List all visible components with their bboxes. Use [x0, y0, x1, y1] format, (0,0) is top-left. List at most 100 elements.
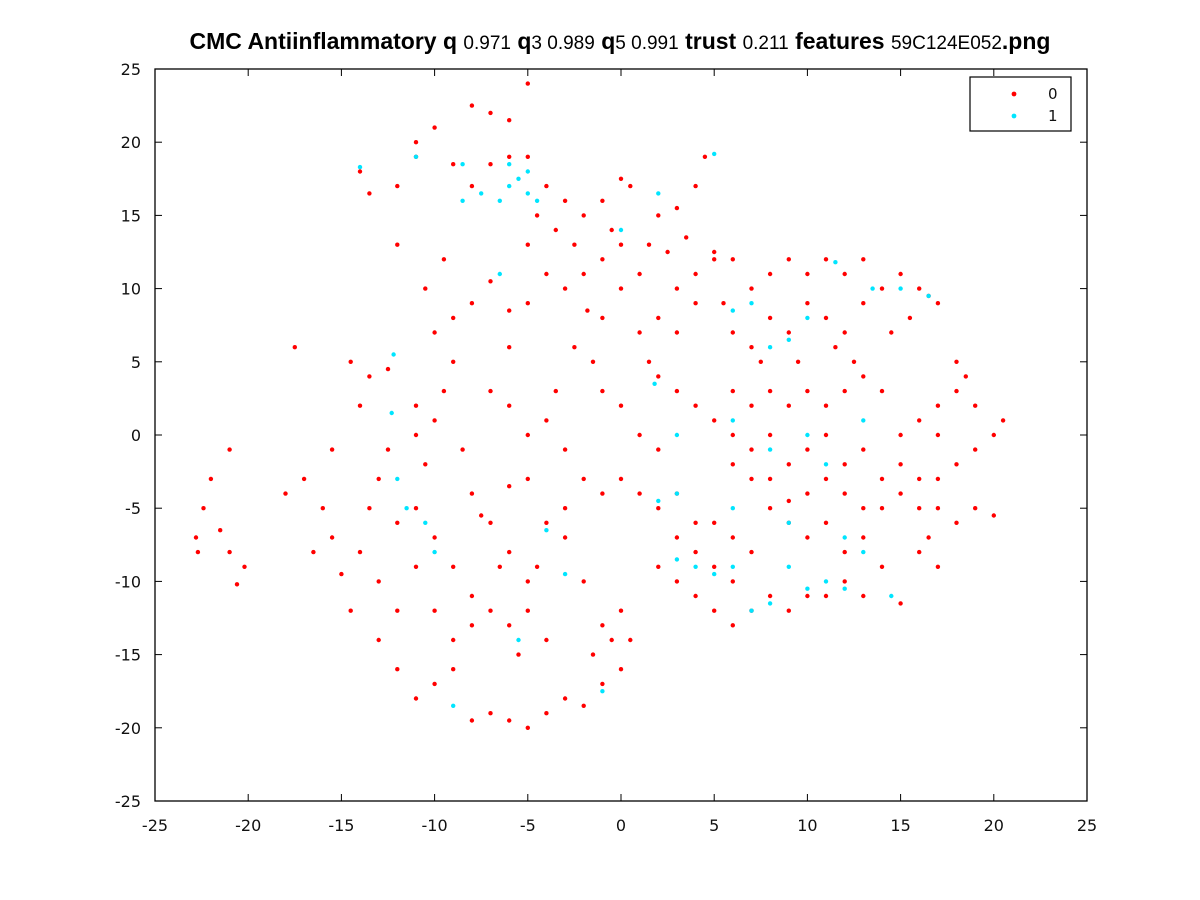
data-point: [674, 286, 680, 291]
data-point: [805, 301, 810, 306]
data-point: [628, 637, 633, 643]
data-point: [935, 432, 941, 438]
data-point: [507, 484, 512, 489]
data-point: [730, 506, 735, 511]
data-point: [525, 432, 530, 438]
data-point: [432, 681, 437, 687]
data-point: [758, 359, 763, 364]
data-point: [562, 506, 568, 511]
data-point: [749, 476, 754, 482]
data-point: [469, 718, 475, 723]
data-point: [795, 359, 801, 364]
data-point: [367, 191, 372, 196]
data-point: [693, 564, 698, 569]
data-point: [898, 462, 903, 467]
data-point: [618, 286, 624, 291]
data-point: [488, 388, 493, 394]
data-point: [432, 125, 437, 130]
data-point: [451, 703, 456, 708]
data-point: [656, 447, 661, 452]
data-point: [861, 447, 866, 452]
data-point: [488, 279, 493, 284]
data-point: [367, 374, 372, 379]
data-point: [618, 242, 624, 247]
data-point: [581, 213, 586, 218]
data-point: [581, 476, 586, 482]
data-point: [712, 249, 717, 255]
data-point: [805, 586, 810, 591]
x-tick-label: -20: [235, 816, 261, 835]
data-point: [367, 506, 372, 511]
data-point: [329, 535, 335, 540]
data-point: [395, 667, 400, 672]
data-point: [525, 579, 530, 584]
data-point: [283, 491, 288, 496]
x-tick-label: -25: [142, 816, 168, 835]
data-point: [730, 579, 735, 584]
data-point: [460, 162, 465, 167]
title-part: 0.211: [742, 33, 789, 54]
data-point: [646, 242, 652, 247]
data-point: [712, 520, 717, 525]
legend: 01: [969, 76, 1072, 132]
data-point: [469, 623, 475, 628]
data-point: [693, 549, 698, 555]
data-point: [534, 213, 540, 218]
y-tick-label: 10: [121, 280, 141, 299]
data-point: [432, 535, 437, 540]
data-point: [842, 271, 847, 277]
data-point: [786, 608, 791, 613]
data-point: [525, 301, 530, 306]
data-point: [656, 213, 661, 218]
data-point: [423, 286, 428, 291]
y-tick-label: 0: [131, 426, 141, 445]
data-point: [684, 235, 689, 240]
data-point: [786, 520, 791, 525]
y-tick-label: 20: [121, 133, 141, 152]
data-point: [423, 462, 428, 467]
data-point: [553, 227, 558, 233]
data-point: [413, 696, 419, 701]
data-point: [917, 418, 922, 423]
legend-box: [969, 76, 1072, 132]
data-point: [712, 151, 717, 157]
data-point: [861, 301, 866, 306]
data-point: [201, 506, 206, 511]
data-point: [963, 374, 968, 379]
data-point: [749, 447, 754, 452]
data-point: [600, 198, 605, 203]
data-point: [656, 374, 661, 379]
data-point: [544, 183, 549, 189]
x-tick-label: -5: [520, 816, 536, 835]
data-point: [637, 432, 642, 438]
data-point: [479, 191, 484, 196]
title-part: q: [510, 28, 532, 54]
data-point: [889, 593, 894, 599]
data-point: [767, 432, 773, 438]
data-point: [525, 169, 530, 174]
data-point: [385, 366, 391, 372]
data-point: [693, 183, 698, 189]
data-point: [441, 388, 447, 394]
data-point: [917, 549, 922, 555]
data-point: [600, 491, 605, 496]
data-point: [842, 330, 847, 335]
data-point: [195, 549, 201, 555]
data-point: [973, 506, 978, 511]
data-point: [637, 271, 642, 277]
data-point: [861, 593, 866, 599]
data-point: [562, 696, 568, 701]
data-point: [907, 315, 913, 321]
x-tick-label: 25: [1077, 816, 1097, 835]
data-point: [618, 476, 624, 482]
title-part: q: [594, 28, 616, 54]
data-point: [935, 506, 941, 511]
data-point: [805, 491, 810, 496]
data-point: [833, 260, 838, 265]
data-point: [786, 337, 791, 342]
data-point: [805, 593, 810, 599]
data-point: [767, 447, 773, 452]
data-point: [488, 110, 493, 116]
data-point: [935, 403, 941, 408]
